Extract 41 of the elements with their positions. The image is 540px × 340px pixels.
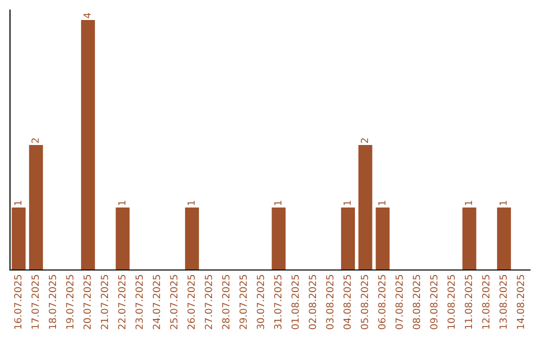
x-tick-label: 17.07.2025: [31, 275, 39, 329]
x-tick-label: 08.08.2025: [412, 275, 420, 330]
data-label: 1: [344, 200, 351, 206]
x-tick-label: 21.07.2025: [100, 275, 108, 330]
x-tick-label: 05.08.2025: [360, 275, 368, 330]
x-tick-label: 30.07.2025: [256, 275, 264, 330]
data-label: 1: [378, 200, 386, 206]
data-label: 1: [464, 200, 472, 206]
data-label: 1: [188, 200, 195, 206]
x-tick-label: 29.07.2025: [239, 275, 247, 330]
x-tick-label: 06.08.2025: [378, 275, 386, 330]
x-tick-label: 31.07.2025: [274, 275, 282, 330]
x-tick-label: 27.07.2025: [204, 275, 212, 330]
x-tick-label: 18.07.2025: [48, 275, 56, 329]
x-tick-label: 20.07.2025: [83, 275, 91, 330]
x-tick-label: 02.08.2025: [308, 275, 316, 330]
data-label: 1: [14, 200, 22, 206]
x-tick-label: 09.08.2025: [430, 275, 438, 330]
x-tick-label: 01.08.2025: [291, 275, 299, 330]
x-tick-label: 26.07.2025: [187, 275, 195, 330]
data-label: 1: [118, 200, 126, 206]
data-label: 1: [500, 200, 507, 206]
data-label: 2: [31, 138, 39, 143]
x-tick-label: 25.07.2025: [170, 275, 178, 330]
x-tick-label: 13.08.2025: [499, 275, 507, 329]
x-tick-label: 14.08.2025: [516, 275, 524, 329]
data-label: 4: [84, 12, 91, 18]
x-tick-label: 22.07.2025: [118, 275, 126, 330]
x-tick-label: 03.08.2025: [326, 275, 334, 330]
x-tick-label: 07.08.2025: [395, 275, 403, 330]
x-tick-label: 23.07.2025: [135, 275, 143, 330]
x-tick-label: 16.07.2025: [14, 275, 22, 329]
data-label: 2: [360, 138, 368, 143]
x-tick-label: 10.08.2025: [447, 275, 455, 329]
x-tick-label: 19.07.2025: [66, 275, 74, 329]
x-tick-label: 04.08.2025: [343, 275, 351, 330]
data-label: 1: [274, 200, 282, 206]
x-tick-label: 11.08.2025: [464, 275, 472, 329]
x-tick-label: 24.07.2025: [152, 275, 160, 330]
x-tick-label: 28.07.2025: [222, 275, 230, 330]
x-tick-label: 12.08.2025: [482, 275, 490, 329]
